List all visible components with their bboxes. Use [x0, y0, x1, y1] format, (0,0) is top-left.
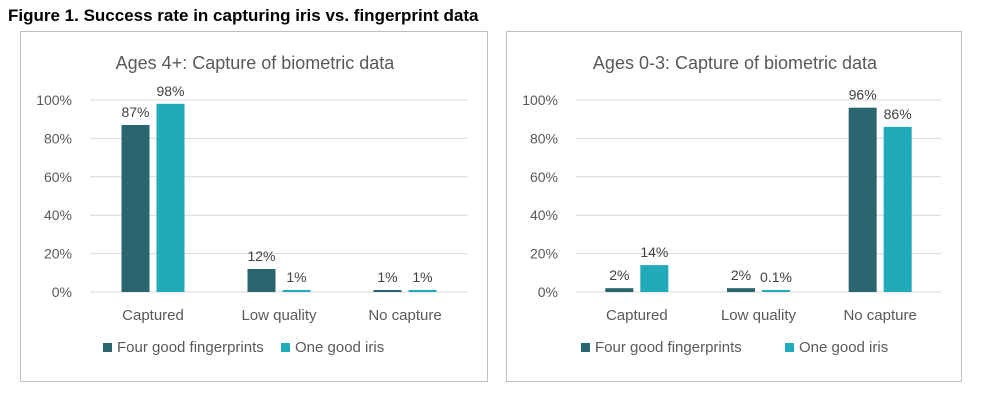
bar	[883, 126, 912, 292]
chart-title: Ages 0-3: Capture of biometric data	[593, 53, 878, 73]
legend-swatch	[281, 343, 290, 352]
bar	[640, 265, 669, 292]
y-tick-label: 100%	[522, 92, 558, 108]
y-tick-label: 60%	[44, 169, 72, 185]
legend-swatch	[103, 343, 112, 352]
bar	[408, 290, 437, 292]
bar	[848, 107, 877, 293]
bar	[156, 103, 185, 292]
y-tick-label: 60%	[530, 169, 558, 185]
legend-label: Four good fingerprints	[117, 339, 264, 356]
data-label: 98%	[156, 83, 184, 99]
legend-label: One good iris	[295, 339, 384, 356]
y-tick-label: 20%	[530, 246, 558, 262]
legend-label: Four good fingerprints	[595, 339, 742, 356]
data-label: 12%	[247, 248, 275, 264]
chart-svg-ages-4-plus: Ages 4+: Capture of biometric data 0% 20% 4…	[36, 53, 468, 356]
data-label: 14%	[640, 244, 668, 260]
bar	[247, 268, 276, 292]
data-label: 1%	[412, 269, 432, 285]
data-label: 86%	[884, 106, 912, 122]
bar	[121, 124, 150, 293]
bar	[762, 290, 790, 292]
y-tick-label: 80%	[44, 130, 72, 146]
bar	[727, 288, 755, 292]
y-tick-label: 100%	[36, 92, 72, 108]
y-tick-label: 80%	[530, 130, 558, 146]
y-tick-label: 40%	[530, 207, 558, 223]
category-label: No capture	[843, 307, 916, 324]
chart-title: Ages 4+: Capture of biometric data	[116, 53, 396, 73]
figure-title: Figure 1. Success rate in capturing iris…	[8, 6, 479, 25]
category-label: Low quality	[721, 307, 797, 324]
bar	[282, 290, 311, 292]
legend-swatch	[785, 343, 794, 352]
y-tick-label: 40%	[44, 207, 72, 223]
chart-panel-ages-0-3: Ages 0-3: Capture of biometric data 0% 20%…	[506, 31, 962, 382]
chart-svg-ages-0-3: Ages 0-3: Capture of biometric data 0% 20%…	[522, 53, 941, 356]
category-label: Captured	[606, 307, 668, 324]
data-label: 1%	[377, 269, 397, 285]
legend-swatch	[581, 343, 590, 352]
y-tick-label: 0%	[538, 284, 558, 300]
data-label: 87%	[121, 104, 149, 120]
legend-label: One good iris	[799, 339, 888, 356]
data-label: 2%	[609, 267, 629, 283]
bar	[605, 288, 634, 292]
category-label: No capture	[368, 307, 441, 324]
y-tick-label: 0%	[52, 284, 72, 300]
data-label: 96%	[849, 87, 877, 103]
category-label: Captured	[122, 307, 184, 324]
bar	[373, 290, 402, 292]
chart-panel-ages-4-plus: Ages 4+: Capture of biometric data 0% 20% 4…	[20, 31, 488, 382]
y-tick-label: 20%	[44, 246, 72, 262]
data-label: 2%	[731, 267, 751, 283]
data-label: 0.1%	[760, 269, 792, 285]
data-label: 1%	[286, 269, 306, 285]
category-label: Low quality	[241, 307, 317, 324]
